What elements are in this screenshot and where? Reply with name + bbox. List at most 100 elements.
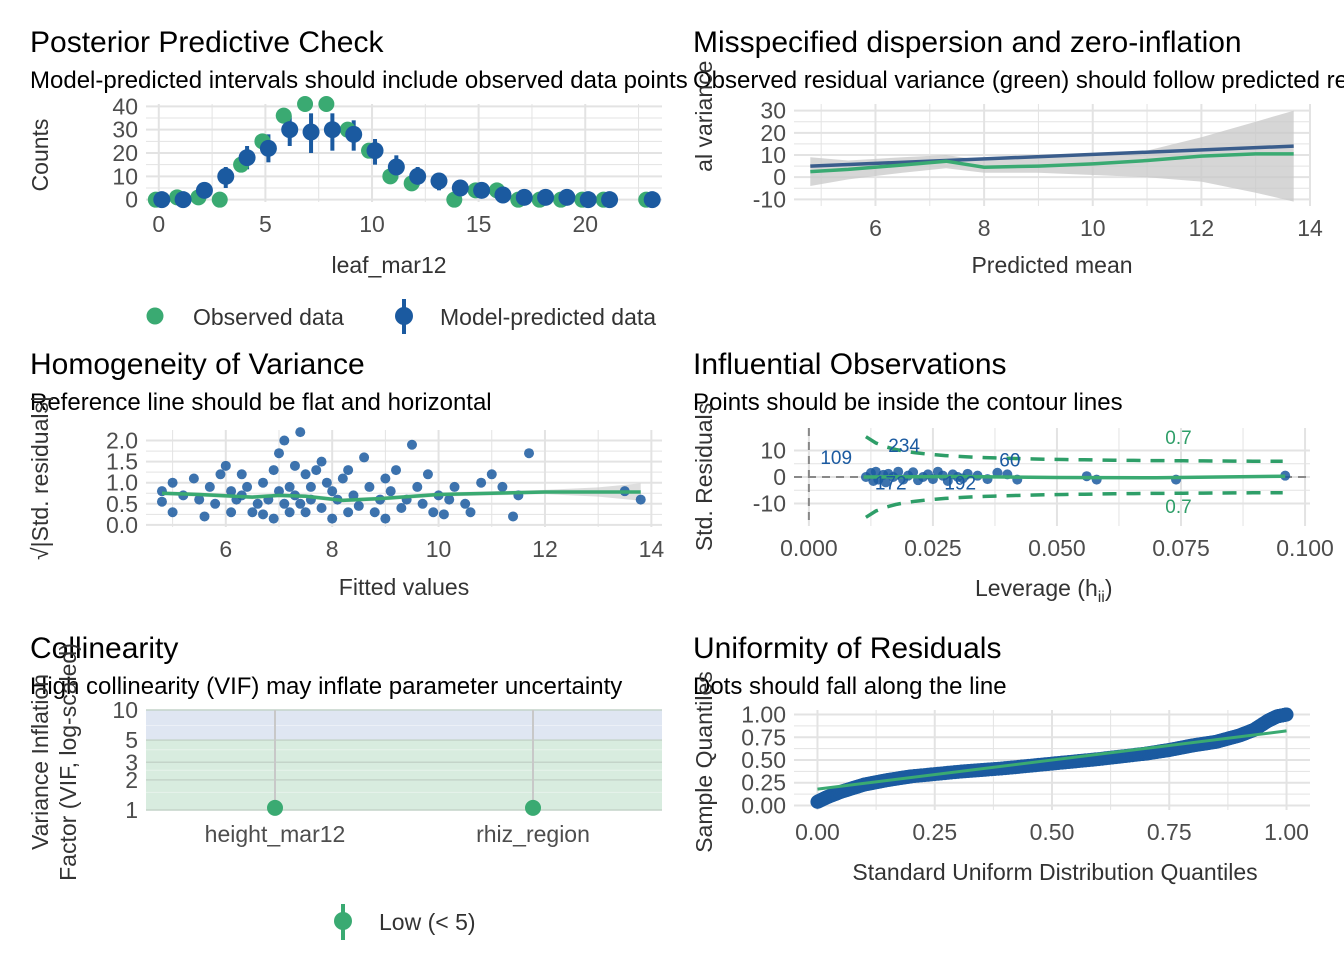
residual-point bbox=[279, 498, 290, 509]
panel-subtitle: Points should be inside the contour line… bbox=[693, 389, 1123, 416]
panel-title: Uniformity of Residuals bbox=[693, 632, 1001, 665]
residual-point bbox=[406, 439, 417, 450]
x-tick-label: 1.00 bbox=[1264, 819, 1309, 845]
residual-point bbox=[497, 481, 508, 492]
residual-point bbox=[273, 486, 284, 497]
predicted-point bbox=[409, 167, 427, 185]
y-tick-label: 20 bbox=[760, 120, 786, 146]
residual-point bbox=[300, 469, 311, 480]
legend-observed-label: Observed data bbox=[193, 304, 344, 330]
residual-point bbox=[359, 452, 370, 463]
y-tick-label: 5 bbox=[125, 727, 138, 753]
x-axis-label-tail: ) bbox=[1105, 575, 1113, 601]
predicted-point bbox=[451, 179, 469, 197]
residual-point bbox=[305, 481, 316, 492]
x-tick-label: 0.050 bbox=[1028, 535, 1086, 561]
observation-point bbox=[880, 477, 891, 488]
y-tick-label: 20 bbox=[112, 140, 138, 166]
y-tick-label: -10 bbox=[753, 490, 786, 516]
y-tick-label: 10 bbox=[760, 438, 786, 464]
x-tick-label: height_mar12 bbox=[205, 821, 346, 847]
y-tick-label: 3 bbox=[125, 749, 138, 775]
residual-point bbox=[247, 507, 258, 518]
predicted-point bbox=[558, 188, 576, 206]
x-tick-label: 0.50 bbox=[1030, 819, 1075, 845]
residual-point bbox=[337, 473, 348, 484]
residual-point bbox=[284, 507, 295, 518]
panel-ppc: Posterior Predictive Check Model-predicte… bbox=[27, 26, 688, 334]
y-tick-label: -10 bbox=[753, 186, 786, 212]
residual-point bbox=[343, 507, 354, 518]
y-tick-label: 0.0 bbox=[106, 512, 138, 538]
x-tick-label: 0.00 bbox=[795, 819, 840, 845]
predicted-point bbox=[579, 191, 597, 209]
residual-point bbox=[167, 507, 178, 518]
grid bbox=[794, 710, 1310, 810]
residual-point bbox=[284, 481, 295, 492]
x-tick-label: rhiz_region bbox=[476, 821, 590, 847]
panel-title: Misspecified dispersion and zero-inflati… bbox=[693, 26, 1242, 59]
residual-point bbox=[273, 448, 284, 459]
residual-point bbox=[380, 473, 391, 484]
residual-point bbox=[242, 481, 253, 492]
y-tick-label: 10 bbox=[760, 142, 786, 168]
vif-low-zone bbox=[146, 740, 662, 810]
panel-title: Posterior Predictive Check bbox=[30, 26, 384, 59]
y-tick-label: 30 bbox=[112, 117, 138, 143]
residual-point bbox=[635, 494, 646, 505]
residual-point bbox=[327, 513, 338, 524]
point-label: 172 bbox=[875, 474, 907, 495]
predicted-point bbox=[345, 125, 363, 143]
x-tick-label: 10 bbox=[426, 536, 452, 562]
y-tick-label: 0.5 bbox=[106, 491, 138, 517]
predicted-point bbox=[153, 191, 171, 209]
residual-point bbox=[215, 469, 226, 480]
legend-predicted-label: Model-predicted data bbox=[440, 304, 656, 330]
panel-disp: Misspecified dispersion and zero-inflati… bbox=[691, 26, 1344, 278]
residual-point bbox=[444, 494, 455, 505]
x-tick-label: 0 bbox=[152, 211, 165, 237]
panel-subtitle: Observed residual variance (green) shoul… bbox=[693, 67, 1344, 94]
x-tick-label: 0.100 bbox=[1276, 535, 1334, 561]
x-axis-label: Standard Uniform Distribution Quantiles bbox=[852, 859, 1257, 885]
predicted-point bbox=[217, 167, 235, 185]
residual-point bbox=[300, 507, 311, 518]
x-tick-label: 14 bbox=[1297, 215, 1323, 241]
residual-point bbox=[422, 469, 433, 480]
residual-point bbox=[486, 469, 497, 480]
observed-point bbox=[318, 96, 335, 112]
y-axis-label-line2: Factor (VIF, log-scaled) bbox=[55, 643, 81, 881]
y-axis-label: Residual variance bbox=[691, 61, 717, 244]
y-axis-label-line1: Variance Inflation bbox=[27, 674, 53, 850]
panel-unif: Uniformity of Residuals Dots should fall … bbox=[691, 632, 1310, 885]
residual-point bbox=[476, 477, 487, 488]
legend-low-label: Low (< 5) bbox=[379, 909, 476, 935]
point-label: 60 bbox=[999, 450, 1020, 471]
x-tick-label: 5 bbox=[259, 211, 272, 237]
residual-point bbox=[268, 465, 279, 476]
residual-point bbox=[167, 477, 178, 488]
panel-influ: Influential Observations Points should be… bbox=[691, 348, 1334, 606]
predicted-point bbox=[515, 188, 533, 206]
residual-point bbox=[438, 509, 449, 520]
x-tick-label: 6 bbox=[869, 215, 882, 241]
y-tick-label: 30 bbox=[760, 98, 786, 124]
legend-low-key bbox=[334, 912, 352, 930]
panel-title: Collinearity bbox=[30, 632, 178, 665]
residual-point bbox=[385, 486, 396, 497]
residual-point bbox=[343, 465, 354, 476]
x-tick-label: 12 bbox=[1189, 215, 1215, 241]
predicted-point bbox=[643, 191, 661, 209]
panel-vif: Collinearity High collinearity (VIF) may … bbox=[27, 632, 662, 940]
predicted-point bbox=[323, 121, 341, 139]
y-axis-label: Std. Residuals bbox=[691, 403, 717, 551]
residual-point bbox=[396, 503, 407, 514]
x-axis-label: Predicted mean bbox=[971, 252, 1132, 278]
panel-title: Influential Observations bbox=[693, 348, 1007, 381]
residual-point bbox=[311, 465, 322, 476]
x-axis-label-subscript: ii bbox=[1098, 589, 1105, 606]
y-tick-label: 0.00 bbox=[741, 792, 786, 818]
predicted-point bbox=[259, 139, 277, 157]
predicted-point bbox=[387, 158, 405, 176]
y-tick-label: 0 bbox=[125, 187, 138, 213]
